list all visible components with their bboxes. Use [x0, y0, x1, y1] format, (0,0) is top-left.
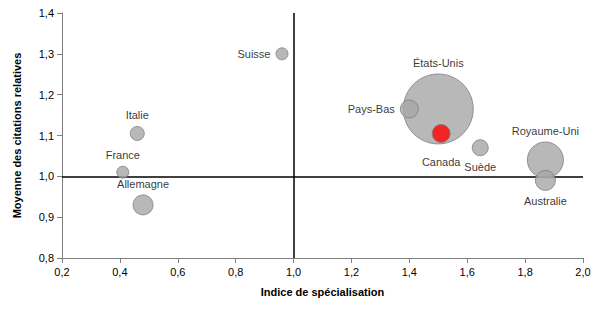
svg-text:1,8: 1,8	[517, 266, 532, 278]
svg-text:1,4: 1,4	[402, 266, 417, 278]
svg-text:Indice de spécialisation: Indice de spécialisation	[261, 286, 385, 298]
svg-text:Royaume-Uni: Royaume-Uni	[512, 125, 579, 137]
svg-text:1,0: 1,0	[286, 266, 301, 278]
svg-text:1,4: 1,4	[39, 7, 54, 19]
svg-text:0,9: 0,9	[39, 211, 54, 223]
svg-text:États-Unis: États-Unis	[413, 57, 464, 69]
svg-text:Allemagne: Allemagne	[117, 178, 169, 190]
svg-text:1,0: 1,0	[39, 170, 54, 182]
svg-text:Pays-Bas: Pays-Bas	[348, 103, 396, 115]
svg-text:1,2: 1,2	[39, 89, 54, 101]
svg-text:0,8: 0,8	[39, 252, 54, 264]
svg-text:1,2: 1,2	[344, 266, 359, 278]
svg-text:0,2: 0,2	[54, 266, 69, 278]
svg-text:1,3: 1,3	[39, 48, 54, 60]
svg-text:0,8: 0,8	[228, 266, 243, 278]
svg-text:Canada: Canada	[422, 156, 461, 168]
svg-text:1,1: 1,1	[39, 130, 54, 142]
svg-text:Suède: Suède	[464, 161, 496, 173]
svg-text:Australie: Australie	[524, 195, 567, 207]
svg-text:Italie: Italie	[126, 109, 149, 121]
svg-text:Moyenne des citations relative: Moyenne des citations relatives	[11, 53, 23, 219]
svg-text:France: France	[106, 149, 140, 161]
svg-text:1,6: 1,6	[460, 266, 475, 278]
svg-text:2,0: 2,0	[575, 266, 590, 278]
svg-text:0,6: 0,6	[170, 266, 185, 278]
svg-text:Suisse: Suisse	[237, 48, 270, 60]
svg-text:0,4: 0,4	[112, 266, 127, 278]
